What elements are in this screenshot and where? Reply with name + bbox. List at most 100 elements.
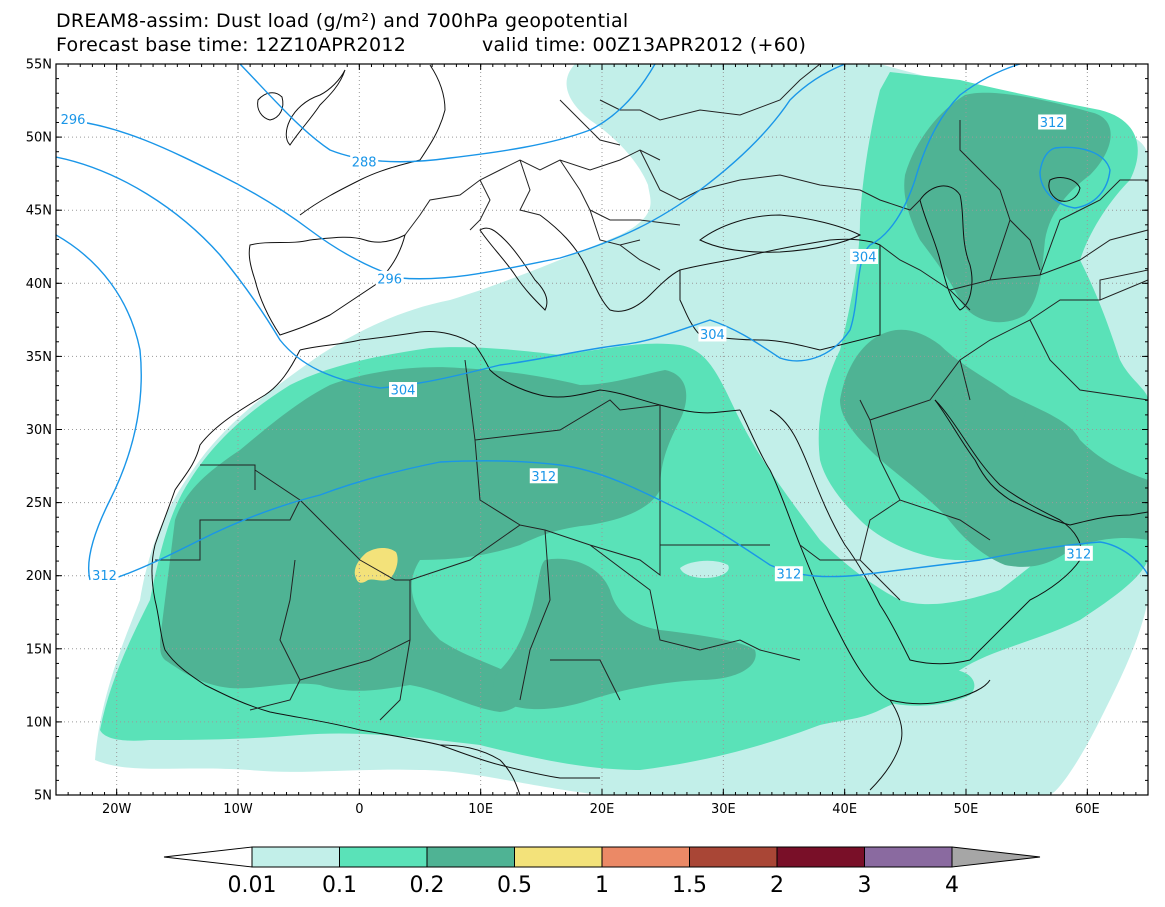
dust-band-0.2-middle-east [840, 329, 1148, 567]
valid-time: valid time: 00Z13APR2012 (+60) [482, 34, 807, 56]
chart-subtitle: Forecast base time: 12Z10APR2012 valid ti… [56, 34, 806, 56]
lat-tick-label: 45N [26, 204, 52, 219]
contour-label-bg [389, 382, 418, 398]
contour-label-bg [529, 468, 558, 484]
coastline-persian-gulf [934, 399, 1148, 526]
contour-312-north [1039, 146, 1111, 209]
coastlines-and-borders [151, 64, 1148, 795]
lon-tick-label: 50E [954, 802, 979, 817]
contour-label: 296 [58, 111, 87, 128]
colorbar-label: 0.5 [497, 873, 532, 898]
contour-label-text: 312 [776, 568, 801, 583]
coastline-africa-west [151, 349, 600, 779]
contour-label: 312 [529, 468, 558, 485]
coastline-somalia [869, 699, 903, 791]
colorbar-label: 2 [770, 873, 784, 898]
contour-label-text: 296 [61, 113, 86, 128]
lat-tick-label: 40N [26, 277, 52, 292]
lat-tick-label: 20N [26, 569, 52, 584]
lon-tick-label: 10W [223, 802, 253, 817]
dust-band-0.2-sahel-east [493, 558, 756, 710]
contour-label-bg [350, 153, 379, 169]
forecast-base-time: Forecast base time: 12Z10APR2012 [56, 34, 407, 56]
lon-tick-label: 10E [468, 802, 493, 817]
contour-296-north [56, 156, 381, 389]
coastline-italy [479, 227, 548, 311]
coastline-balkans [539, 214, 681, 312]
lat-tick-label: 5N [34, 789, 52, 804]
contour-label: 312 [1038, 114, 1067, 131]
colorbar-label: 0.1 [322, 873, 357, 898]
border-lines [155, 269, 1148, 721]
geopotential-contours [56, 64, 1148, 581]
longitude-labels: 20W 10W 0 10E 20E 30E 40E 50E 60E [102, 802, 1100, 817]
contour-label: 288 [350, 153, 379, 170]
lat-tick-label: 15N [26, 642, 52, 657]
colorbar-segment [689, 846, 778, 868]
contour-label-bg [1064, 545, 1093, 561]
dust-clear-patch [680, 560, 729, 578]
contour-312-south [109, 460, 1148, 581]
lat-tick-label: 55N [26, 58, 52, 73]
coastline-caspian [919, 185, 973, 311]
coastline-ireland [257, 92, 284, 121]
coastline-black-sea [699, 214, 862, 253]
colorbar-label: 1.5 [672, 873, 707, 898]
coastline-gulf-of-aden [889, 679, 991, 705]
coastline-red-sea-west [739, 409, 891, 701]
colorbar-segment [864, 846, 953, 868]
contour-label-bg [774, 566, 803, 582]
lat-tick-label: 50N [26, 131, 52, 146]
coastline-aral [1048, 177, 1081, 202]
contour-label-bg [850, 248, 879, 264]
colorbar-segment [776, 846, 865, 868]
colorbar-label: 4 [945, 873, 959, 898]
contour-label-text: 312 [531, 470, 556, 485]
colorbar-label: 0.01 [228, 873, 277, 898]
contour-label-bg [58, 111, 87, 127]
contour-label-text: 304 [852, 250, 877, 265]
contour-label-text: 312 [92, 569, 117, 584]
colorbar: 0.01 0.1 0.2 0.5 1 1.5 2 3 4 [163, 846, 1041, 898]
contour-label-text: 312 [1066, 547, 1091, 562]
lat-tick-label: 35N [26, 350, 52, 365]
lat-tick-label: 30N [26, 423, 52, 438]
coastline-red-sea-east [769, 409, 971, 665]
colorbar-label: 1 [595, 873, 609, 898]
lon-tick-label: 30E [711, 802, 736, 817]
latitude-labels: 55N 50N 45N 40N 35N 30N 25N 20N 15N 10N 5N [26, 58, 52, 804]
colorbar-segment [251, 846, 340, 868]
lon-tick-label: 20E [590, 802, 615, 817]
colorbar-label: 0.2 [410, 873, 445, 898]
contour-label-bg [90, 567, 119, 583]
coastline-france-uk [299, 64, 446, 216]
contour-label: 304 [389, 382, 418, 399]
colorbar-segment [426, 846, 515, 868]
lat-tick-label: 10N [26, 715, 52, 730]
contour-label-text: 288 [352, 155, 377, 170]
colorbar-lower-triangle [163, 846, 253, 868]
colorbar-segment [514, 846, 603, 868]
axis-ticks [55, 63, 1149, 796]
colorbar-upper-triangle [951, 846, 1041, 868]
lon-tick-label: 40E [832, 802, 857, 817]
contour-label: 312 [774, 566, 803, 583]
contour-296-west [65, 64, 846, 280]
colorbar-label: 3 [858, 873, 872, 898]
coastline-iberia [248, 234, 406, 336]
contour-label-text: 296 [377, 272, 402, 287]
lon-tick-label: 60E [1075, 802, 1100, 817]
chart-title: DREAM8-assim: Dust load (g/m²) and 700hP… [56, 10, 629, 32]
coastline-north-africa [299, 331, 741, 414]
contour-label-bg [375, 270, 404, 286]
dust-band-0.5 [354, 547, 398, 583]
lat-tick-label: 25N [26, 496, 52, 511]
contour-label: 296 [375, 270, 404, 287]
contour-label: 312 [1064, 545, 1093, 562]
lon-tick-label: 0 [355, 802, 363, 817]
contour-label-bg [698, 326, 727, 342]
colorbar-segment [339, 846, 428, 868]
colorbar-segment [601, 846, 690, 868]
lon-tick-label: 20W [102, 802, 132, 817]
